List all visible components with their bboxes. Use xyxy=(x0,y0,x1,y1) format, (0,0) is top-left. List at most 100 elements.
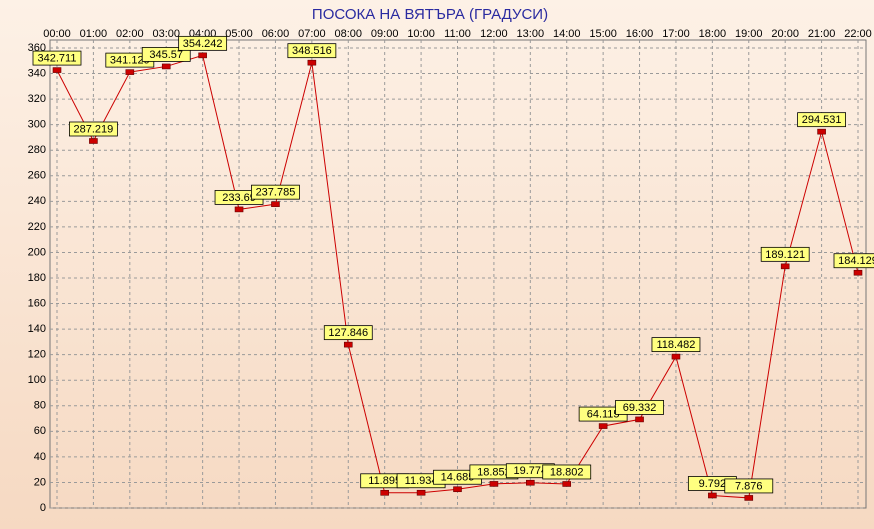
value-label: 64.115 xyxy=(587,408,620,420)
x-tick-label: 12:00 xyxy=(480,28,508,40)
y-tick-label: 200 xyxy=(28,246,46,258)
y-tick-label: 120 xyxy=(28,349,46,361)
value-label-box xyxy=(141,47,191,62)
x-tick-label: 19:00 xyxy=(735,28,763,40)
value-label-box xyxy=(724,478,774,494)
point-marker xyxy=(526,479,535,486)
value-label-box xyxy=(178,35,228,51)
value-label: 19.774 xyxy=(513,465,547,477)
point-marker xyxy=(671,353,681,360)
point-marker xyxy=(453,486,462,493)
y-tick-label: 100 xyxy=(28,374,46,386)
y-tick-label: 20 xyxy=(34,476,46,488)
y-tick-label: 260 xyxy=(28,170,46,182)
x-tick-label: 18:00 xyxy=(699,28,727,40)
point-marker xyxy=(234,206,244,213)
point-marker xyxy=(380,490,389,496)
value-label: 237.785 xyxy=(256,187,296,199)
y-tick-label: 220 xyxy=(28,221,46,233)
point-marker xyxy=(343,341,353,348)
value-label-box xyxy=(797,112,846,128)
x-tick-label: 01:00 xyxy=(80,28,108,40)
x-tick-label: 17:00 xyxy=(662,28,690,40)
x-tick-label: 00:00 xyxy=(43,28,71,40)
point-marker xyxy=(89,138,98,144)
value-label-box xyxy=(833,253,874,269)
x-tick-label: 08:00 xyxy=(335,28,363,40)
x-tick-label: 11:00 xyxy=(444,28,471,40)
value-label-box xyxy=(323,325,373,341)
y-tick-label: 240 xyxy=(28,195,46,207)
point-marker xyxy=(198,52,207,59)
value-label: 342.711 xyxy=(38,52,77,64)
value-label: 18.802 xyxy=(550,466,584,478)
y-tick-label: 80 xyxy=(34,400,46,412)
value-label: 345.57 xyxy=(149,49,183,61)
x-tick-label: 07:00 xyxy=(298,28,326,40)
point-marker xyxy=(416,489,426,496)
value-label-box xyxy=(69,121,118,137)
y-tick-label: 280 xyxy=(28,144,46,156)
point-marker xyxy=(52,67,62,73)
point-marker xyxy=(744,495,754,501)
x-tick-label: 14:00 xyxy=(553,28,581,40)
y-tick-label: 180 xyxy=(28,272,46,284)
x-tick-label: 02:00 xyxy=(116,28,144,40)
value-label: 7.876 xyxy=(735,480,763,492)
x-tick-label: 10:00 xyxy=(407,28,435,40)
y-tick-label: 160 xyxy=(28,297,46,309)
value-label: 341.129 xyxy=(110,55,150,67)
point-marker xyxy=(307,59,317,66)
value-label: 184.129 xyxy=(838,255,874,267)
value-label-box xyxy=(542,464,592,480)
point-marker xyxy=(489,481,499,487)
value-label: 294.531 xyxy=(802,114,842,126)
x-tick-label: 06:00 xyxy=(262,28,290,40)
point-marker xyxy=(817,128,826,135)
value-label: 287.219 xyxy=(74,123,114,135)
x-tick-label: 16:00 xyxy=(626,28,654,40)
x-tick-label: 05:00 xyxy=(225,28,253,40)
value-label-box xyxy=(287,43,337,59)
chart-title: ПОСОКА НА ВЯТЪРА (ГРАДУСИ) xyxy=(312,6,548,23)
value-label: 14.685 xyxy=(441,472,475,484)
value-label-box xyxy=(651,337,701,353)
value-label: 354.242 xyxy=(183,38,223,50)
x-tick-label: 22:00 xyxy=(844,28,872,40)
y-tick-label: 340 xyxy=(28,67,46,79)
y-tick-label: 300 xyxy=(28,119,46,131)
x-tick-label: 03:00 xyxy=(152,28,180,40)
value-label: 189.121 xyxy=(765,249,805,261)
point-marker xyxy=(780,263,790,270)
point-marker xyxy=(271,201,280,207)
value-label-box xyxy=(760,246,810,262)
value-label-box xyxy=(32,50,82,66)
point-marker xyxy=(635,416,644,423)
value-label: 69.332 xyxy=(623,402,657,414)
value-label: 118.482 xyxy=(656,339,695,351)
value-label: 348.516 xyxy=(292,45,332,57)
point-marker xyxy=(161,63,171,70)
point-marker xyxy=(708,492,717,499)
value-label: 18.852 xyxy=(477,466,511,478)
x-tick-label: 20:00 xyxy=(771,28,799,40)
value-label: 127.846 xyxy=(328,327,368,339)
value-label: 11.934 xyxy=(405,475,438,487)
x-tick-label: 15:00 xyxy=(589,28,617,40)
value-label: 233.69 xyxy=(222,192,256,204)
value-label: 9.792 xyxy=(699,478,727,490)
y-tick-label: 60 xyxy=(34,425,46,437)
y-tick-label: 140 xyxy=(28,323,46,335)
y-tick-label: 320 xyxy=(28,93,46,105)
point-marker xyxy=(125,69,135,75)
x-tick-label: 09:00 xyxy=(371,28,399,40)
value-label-box xyxy=(251,184,300,200)
point-marker xyxy=(853,269,863,276)
y-tick-label: 40 xyxy=(34,451,46,463)
y-tick-label: 0 xyxy=(40,502,46,514)
x-tick-label: 13:00 xyxy=(517,28,545,40)
value-label-box xyxy=(615,400,664,415)
point-marker xyxy=(562,481,572,487)
